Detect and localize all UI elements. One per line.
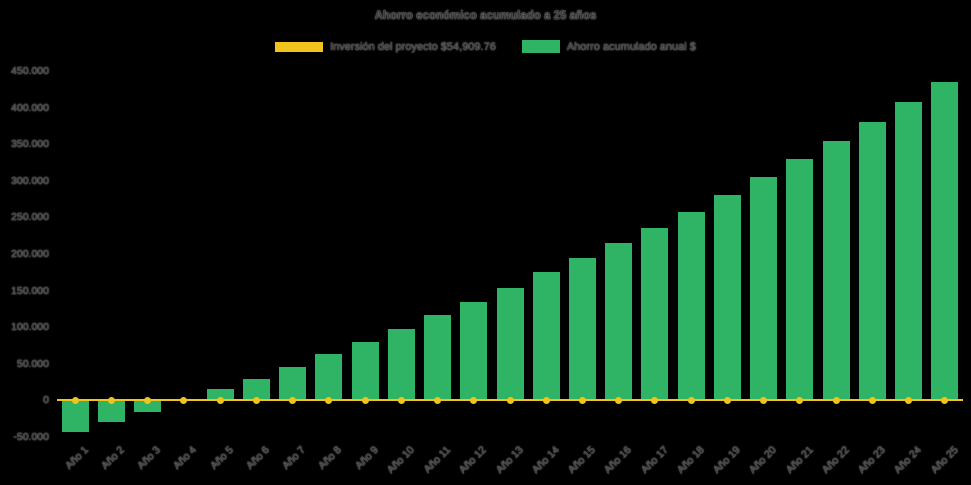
y-axis-tick-label: 250.000: [11, 211, 49, 224]
x-axis-label: Año 14: [529, 444, 562, 477]
line-marker: [216, 396, 224, 404]
line-marker: [434, 396, 442, 404]
bar: [351, 341, 379, 401]
line-marker: [506, 396, 514, 404]
y-axis-tick-label: 350.000: [11, 138, 49, 151]
line-marker: [832, 396, 840, 404]
legend: Inversión del proyecto $54,909.76 Ahorro …: [0, 40, 971, 53]
y-axis-tick-label: 400.000: [11, 101, 49, 114]
x-axis-label: Año 9: [352, 444, 381, 472]
line-marker: [397, 396, 405, 404]
x-axis-label: Año 22: [819, 444, 852, 477]
line-marker: [687, 396, 695, 404]
x-axis-label: Año 25: [928, 444, 961, 477]
x-axis-label: Año 20: [747, 444, 780, 477]
legend-item: Ahorro acumulado anual $: [521, 40, 696, 53]
bar: [315, 354, 343, 401]
line-marker: [180, 396, 188, 404]
line-marker: [144, 396, 152, 404]
x-axis-label: Año 18: [674, 444, 707, 477]
bar: [532, 272, 560, 401]
x-axis-label: Año 23: [855, 444, 888, 477]
x-axis-label: Año 24: [892, 444, 925, 477]
line-marker: [651, 396, 659, 404]
bar: [677, 211, 705, 401]
bar: [750, 177, 778, 401]
line-marker: [325, 396, 333, 404]
y-axis-tick-label: 450.000: [11, 65, 49, 77]
y-axis-tick-label: 0: [43, 394, 49, 407]
bar: [134, 400, 162, 413]
bar: [822, 140, 850, 401]
line-marker: [542, 396, 550, 404]
line-marker: [289, 396, 297, 404]
bar: [895, 102, 923, 401]
legend-label: Ahorro acumulado anual $: [566, 40, 696, 53]
bar: [496, 287, 524, 401]
y-axis-tick-label: 100.000: [11, 321, 49, 334]
x-axis-label: Año 19: [710, 444, 743, 477]
bar: [424, 315, 452, 401]
line-marker: [941, 396, 949, 404]
line-marker: [796, 396, 804, 404]
x-axis-label: Año 5: [207, 444, 236, 472]
bar: [568, 257, 596, 401]
x-axis-label: Año 21: [783, 444, 816, 477]
x-axis-label: Año 16: [602, 444, 635, 477]
bar: [206, 389, 234, 401]
bar: [279, 366, 307, 401]
x-axis-label: Año 8: [316, 444, 345, 472]
x-axis-label: Año 10: [384, 444, 417, 477]
legend-label: Inversión del proyecto $54,909.76: [330, 40, 496, 53]
line-marker: [905, 396, 913, 404]
x-axis-label: Año 15: [565, 444, 598, 477]
line-marker: [107, 396, 115, 404]
legend-item: Inversión del proyecto $54,909.76: [275, 41, 496, 53]
bar: [460, 301, 488, 401]
x-axis-label: Año 7: [280, 444, 309, 472]
line-marker: [361, 396, 369, 404]
line-marker: [615, 396, 623, 404]
x-axis-label: Año 2: [98, 444, 127, 472]
y-axis-tick-label: 200.000: [11, 248, 49, 260]
x-axis-label: Año 1: [62, 444, 91, 472]
x-axis-label: Año 11: [421, 444, 454, 476]
y-axis-tick-label: 50.000: [16, 357, 49, 370]
line-marker: [723, 396, 731, 404]
line-marker: [760, 396, 768, 404]
bar: [713, 194, 741, 401]
bar: [641, 227, 669, 401]
bar: [858, 121, 886, 401]
x-axis-label: Año 13: [493, 444, 526, 477]
y-axis-tick-label: -50.000: [13, 431, 49, 443]
line-marker: [868, 396, 876, 404]
line-marker: [470, 396, 478, 404]
bar: [786, 158, 814, 401]
bar: [97, 400, 125, 423]
bar: [387, 329, 415, 401]
x-axis-label: Año 17: [638, 444, 671, 477]
legend-swatch-line: [275, 41, 324, 52]
x-axis-label: Año 3: [135, 444, 164, 472]
x-axis-label: Año 12: [457, 444, 490, 477]
line-marker: [71, 396, 79, 404]
bar: [605, 243, 633, 401]
chart-title: Ahorro económico acumulado a 25 años: [374, 10, 597, 22]
x-axis-label: Año 4: [171, 444, 200, 472]
bar: [61, 400, 89, 432]
y-axis-tick-label: 300.000: [11, 174, 49, 187]
line-marker: [252, 396, 260, 404]
x-axis-label: Año 6: [243, 444, 272, 472]
bar: [242, 379, 270, 401]
line-marker: [578, 396, 586, 404]
y-axis-tick-label: 150.000: [11, 284, 49, 297]
legend-swatch-bar: [521, 40, 560, 53]
bar: [931, 81, 959, 401]
